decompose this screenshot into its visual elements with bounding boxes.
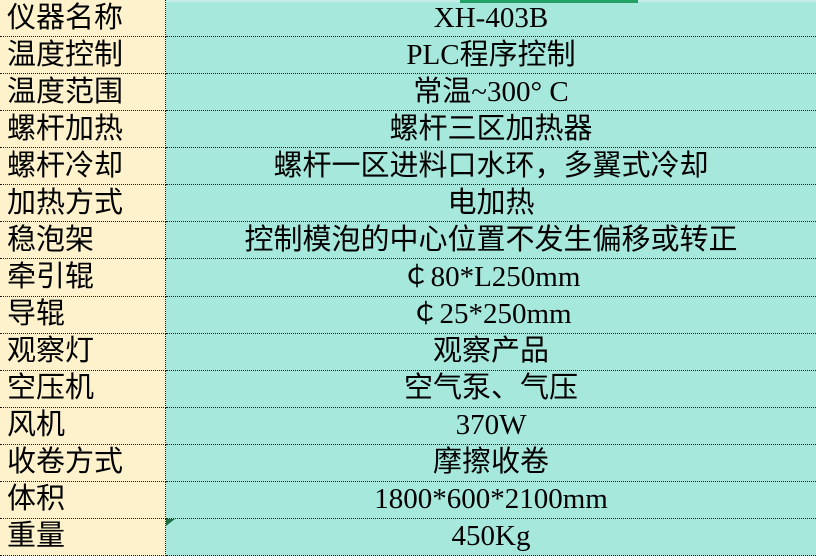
spec-label-cell[interactable]: 温度控制 xyxy=(0,37,166,75)
table-row: 空压机 空气泵、气压 xyxy=(0,370,816,408)
table-row: 温度范围 常温~300° C xyxy=(0,74,816,112)
spec-label-cell[interactable]: 重量 xyxy=(0,518,166,556)
spec-label-cell[interactable]: 温度范围 xyxy=(0,74,166,112)
table-row: 收卷方式 摩擦收卷 xyxy=(0,444,816,482)
spec-label-cell[interactable]: 风机 xyxy=(0,407,166,445)
spec-value-cell[interactable]: 螺杆一区进料口水环，多翼式冷却 xyxy=(166,148,816,186)
spec-label-cell[interactable]: 稳泡架 xyxy=(0,222,166,260)
spec-label-cell[interactable]: 收卷方式 xyxy=(0,444,166,482)
spec-value-cell[interactable]: 450Kg xyxy=(166,518,816,556)
spec-value-cell[interactable]: 螺杆三区加热器 xyxy=(166,111,816,149)
spec-value-cell[interactable]: 1800*600*2100mm xyxy=(166,481,816,519)
spec-label-cell[interactable]: 空压机 xyxy=(0,370,166,408)
spec-label-cell[interactable]: 螺杆冷却 xyxy=(0,148,166,186)
spec-value-cell[interactable]: 观察产品 xyxy=(166,333,816,371)
table-row: 螺杆冷却 螺杆一区进料口水环，多翼式冷却 xyxy=(0,148,816,186)
table-row: 导辊 ￠25*250mm xyxy=(0,296,816,334)
spec-value-cell[interactable]: 空气泵、气压 xyxy=(166,370,816,408)
spec-value-cell[interactable]: 常温~300° C xyxy=(166,74,816,112)
spec-label-cell[interactable]: 观察灯 xyxy=(0,333,166,371)
spec-value-cell[interactable]: 370W xyxy=(166,407,816,445)
spec-label-cell[interactable]: 导辊 xyxy=(0,296,166,334)
table-row: 重量 450Kg xyxy=(0,518,816,556)
table-row: 加热方式 电加热 xyxy=(0,185,816,223)
table-row: 仪器名称 XH-403B xyxy=(0,0,816,38)
spec-value-cell[interactable]: XH-403B xyxy=(166,0,816,38)
spec-value-cell[interactable]: ￠80*L250mm xyxy=(166,259,816,297)
spec-value-cell[interactable]: 控制模泡的中心位置不发生偏移或转正 xyxy=(166,222,816,260)
spec-value-cell[interactable]: ￠25*250mm xyxy=(166,296,816,334)
spec-label-cell[interactable]: 体积 xyxy=(0,481,166,519)
table-row: 温度控制 PLC程序控制 xyxy=(0,37,816,75)
table-row: 稳泡架 控制模泡的中心位置不发生偏移或转正 xyxy=(0,222,816,260)
spec-label-cell[interactable]: 仪器名称 xyxy=(0,0,166,38)
spec-value-cell[interactable]: 摩擦收卷 xyxy=(166,444,816,482)
table-row: 牵引辊 ￠80*L250mm xyxy=(0,259,816,297)
spec-value-cell[interactable]: PLC程序控制 xyxy=(166,37,816,75)
table-row: 体积 1800*600*2100mm xyxy=(0,481,816,519)
spec-label-cell[interactable]: 加热方式 xyxy=(0,185,166,223)
spec-label-cell[interactable]: 螺杆加热 xyxy=(0,111,166,149)
cell-selection-border-segment xyxy=(460,0,638,3)
spec-value-cell[interactable]: 电加热 xyxy=(166,185,816,223)
table-row: 螺杆加热 螺杆三区加热器 xyxy=(0,111,816,149)
table-row: 观察灯 观察产品 xyxy=(0,333,816,371)
error-indicator-icon xyxy=(166,518,175,526)
spec-label-cell[interactable]: 牵引辊 xyxy=(0,259,166,297)
table-row: 风机 370W xyxy=(0,407,816,445)
